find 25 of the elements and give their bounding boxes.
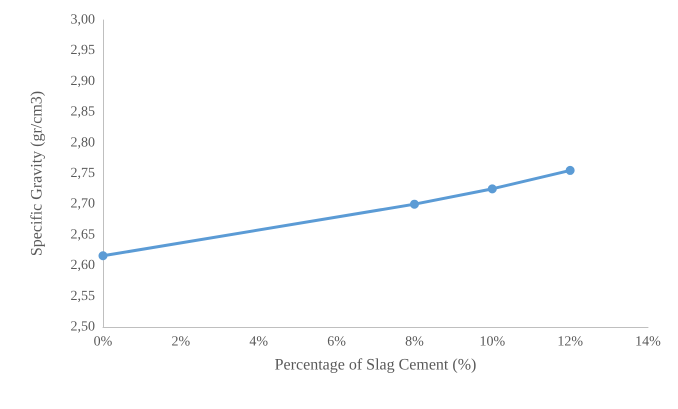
y-axis-title: Specific Gravity (gr/cm3) [28,90,46,256]
y-tick-label: 2,55 [70,288,95,304]
y-tick-label: 2,60 [70,258,95,274]
x-tick-label: 4% [249,334,268,350]
point [566,166,575,175]
x-tick-label: 2% [172,334,191,350]
x-tick-label: 8% [405,334,424,350]
y-tick-label: 2,50 [70,320,95,334]
y-tick-label: 2,65 [70,227,95,242]
y-tick-label: 2,85 [70,104,95,120]
point [488,184,497,194]
y-tick-label: 2,80 [70,135,95,150]
x-tick-label: 14% [635,334,662,350]
x-tick-label: 0% [94,334,113,350]
x-axis-title: Percentage of Slag Cement (%) [274,356,476,374]
point [410,200,419,209]
y-tick-label: 2,95 [70,43,95,58]
x-tick-label: 12% [557,334,584,350]
y-tick-label: 2,75 [70,166,95,181]
point [98,251,108,260]
x-tick-label: 6% [327,334,346,350]
y-tick-label: 3,00 [70,12,95,28]
y-tick-label: 2,70 [70,196,95,212]
y-tick-label: 2,90 [70,74,95,89]
x-tick-label: 10% [479,334,506,350]
